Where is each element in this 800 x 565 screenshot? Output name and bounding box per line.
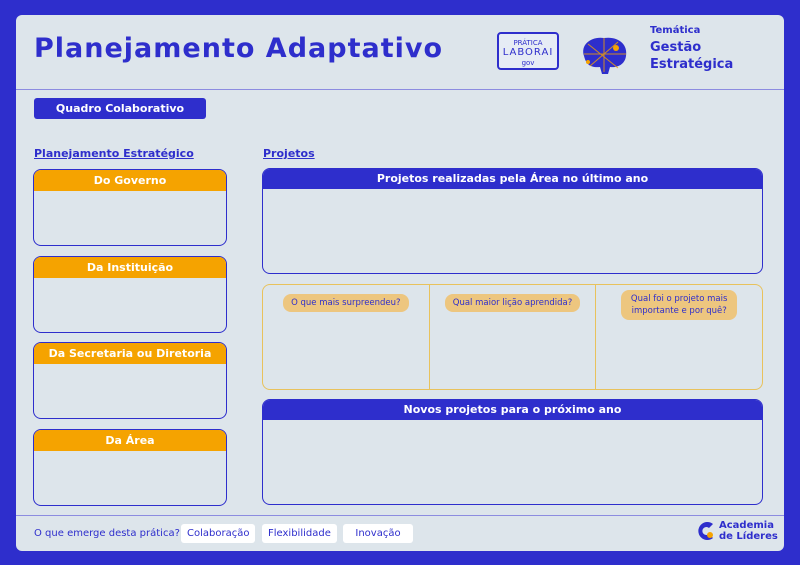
box-header: Projetos realizadas pela Área no último … [263,169,762,189]
new-projects-box[interactable]: Novos projetos para o próximo ano [262,399,763,505]
card-da-instituicao[interactable]: Da Instituição [33,256,227,333]
past-projects-box[interactable]: Projetos realizadas pela Área no último … [262,168,763,274]
question-pill: Qual foi o projeto mais importante e por… [621,290,738,320]
card-do-governo[interactable]: Do Governo [33,169,227,246]
planejamento-section-title: Planejamento Estratégico [34,147,194,160]
quadro-colaborativo-button[interactable]: Quadro Colaborativo [34,98,206,119]
tematica-label: Temática [650,25,701,36]
question-pill: Qual maior lição aprendida? [444,294,581,312]
box-header: Novos projetos para o próximo ano [263,400,762,420]
projetos-section-title: Projetos [263,147,315,160]
academia-logo-icon [698,522,713,540]
reflection-column[interactable]: Qual maior lição aprendida? [430,285,597,389]
footer-divider [16,515,784,516]
header-divider [16,89,784,90]
card-da-area[interactable]: Da Área [33,429,227,506]
card-header: Da Secretaria ou Diretoria [34,343,226,364]
reflection-column[interactable]: Qual foi o projeto mais importante e por… [596,285,762,389]
card-header: Da Área [34,430,226,451]
tematica-value: Gestão Estratégica [650,40,734,72]
academia-brand: Academia de Líderes [719,520,778,542]
question-pill: O que mais surpreendeu? [283,294,409,312]
tag-flexibilidade: Flexibilidade [262,524,337,543]
page-title: Planejamento Adaptativo [34,33,444,64]
card-header: Da Instituição [34,257,226,278]
reflection-column[interactable]: O que mais surpreendeu? [263,285,430,389]
footer-question: O que emerge desta prática? [34,528,180,539]
tag-colaboracao: Colaboração [181,524,256,543]
tag-inovacao: Inovação [343,524,413,543]
card-da-secretaria[interactable]: Da Secretaria ou Diretoria [33,342,227,419]
reflection-box: O que mais surpreendeu? Qual maior lição… [262,284,763,390]
brain-icon [583,37,627,74]
card-header: Do Governo [34,170,226,191]
pratica-laborai-logo: PRÁTICA LABORAI gov [497,32,559,70]
